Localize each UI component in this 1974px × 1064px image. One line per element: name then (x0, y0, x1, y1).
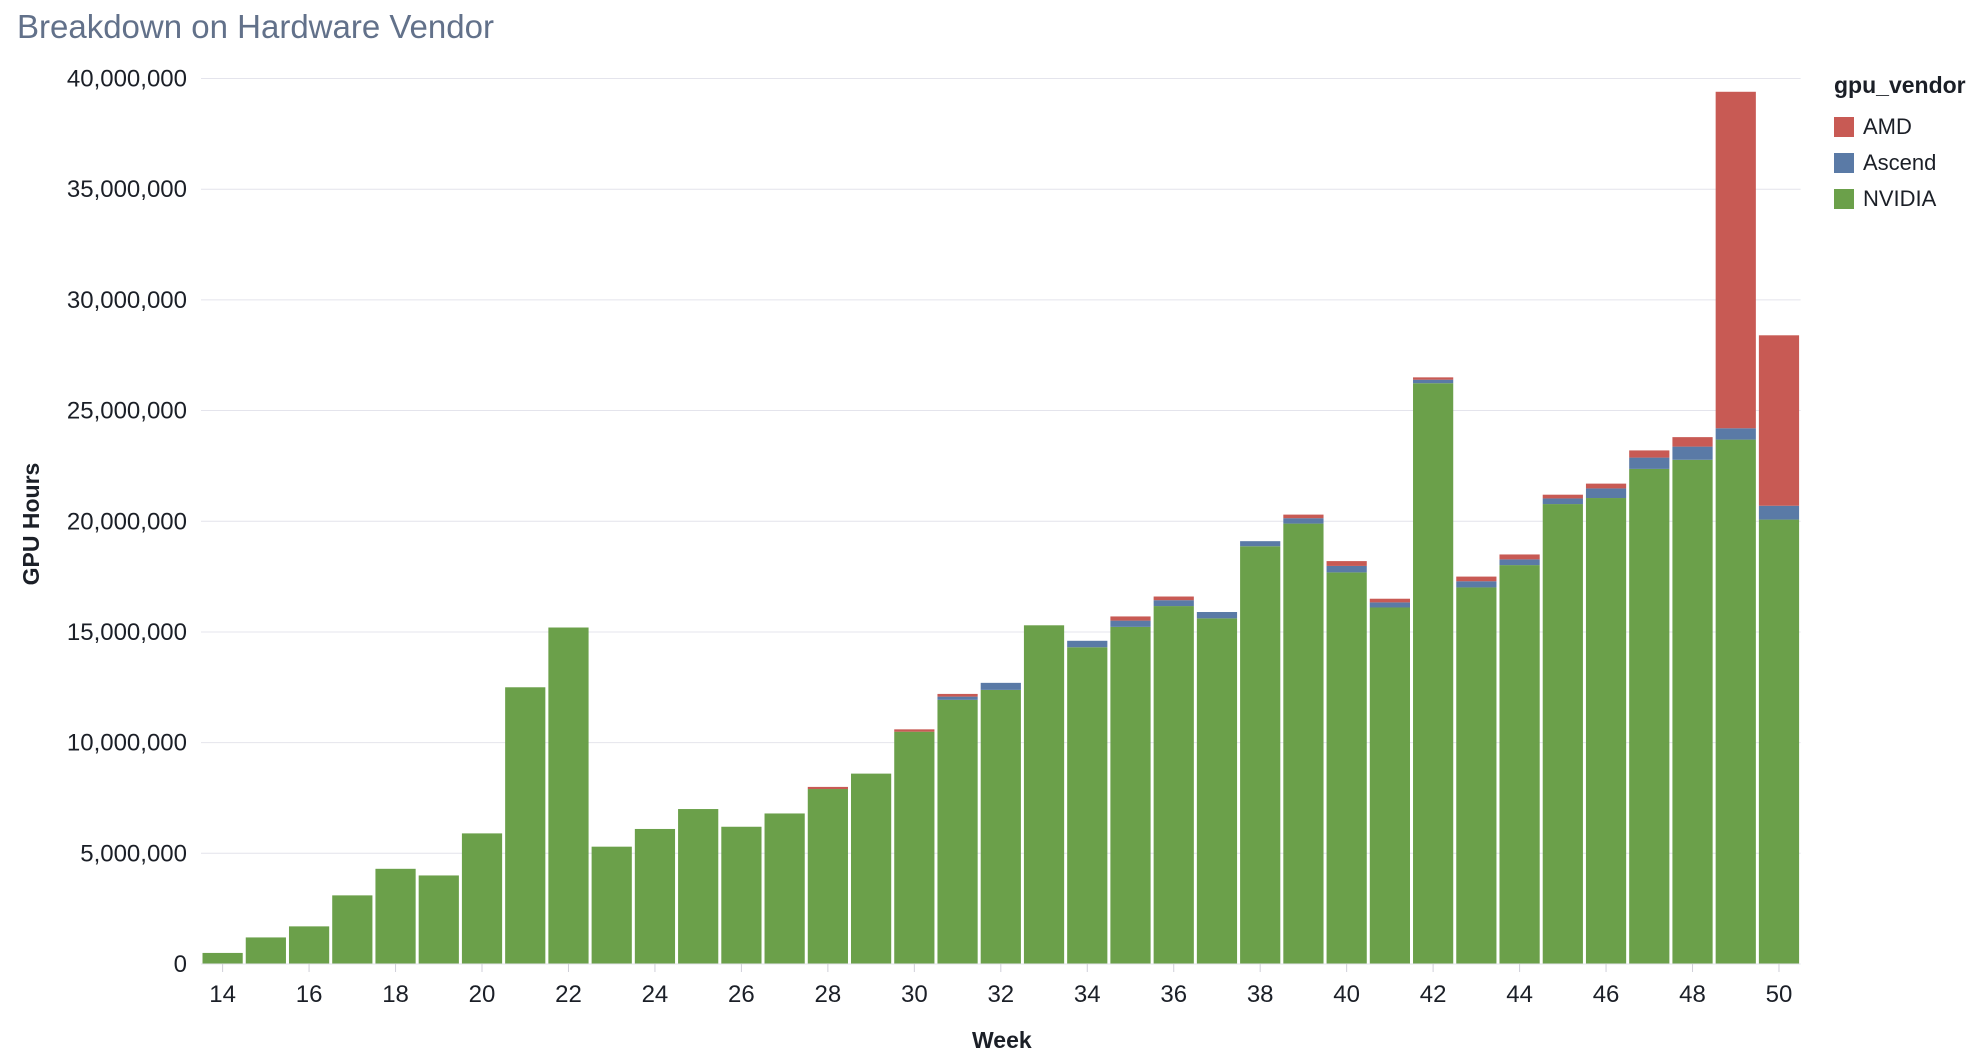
svg-text:44: 44 (1506, 981, 1533, 1008)
svg-text:16: 16 (296, 981, 323, 1008)
svg-text:24: 24 (642, 981, 669, 1008)
svg-text:20: 20 (469, 981, 496, 1008)
svg-text:10,000,000: 10,000,000 (67, 730, 187, 757)
svg-text:15,000,000: 15,000,000 (67, 619, 187, 646)
svg-text:50: 50 (1766, 981, 1793, 1008)
svg-text:22: 22 (555, 981, 582, 1008)
svg-text:0: 0 (174, 951, 187, 978)
svg-text:14: 14 (209, 981, 236, 1008)
svg-text:40,000,000: 40,000,000 (67, 66, 187, 93)
svg-text:20,000,000: 20,000,000 (67, 508, 187, 535)
svg-text:36: 36 (1160, 981, 1187, 1008)
svg-text:38: 38 (1247, 981, 1274, 1008)
svg-text:40: 40 (1333, 981, 1360, 1008)
svg-text:5,000,000: 5,000,000 (80, 840, 187, 867)
svg-text:42: 42 (1420, 981, 1447, 1008)
svg-text:25,000,000: 25,000,000 (67, 398, 187, 425)
svg-text:35,000,000: 35,000,000 (67, 176, 187, 203)
svg-text:30,000,000: 30,000,000 (67, 287, 187, 314)
svg-text:18: 18 (382, 981, 409, 1008)
svg-text:30: 30 (901, 981, 928, 1008)
svg-text:26: 26 (728, 981, 755, 1008)
svg-text:46: 46 (1593, 981, 1620, 1008)
svg-text:28: 28 (815, 981, 842, 1008)
svg-text:48: 48 (1679, 981, 1706, 1008)
svg-text:32: 32 (987, 981, 1014, 1008)
svg-text:34: 34 (1074, 981, 1101, 1008)
